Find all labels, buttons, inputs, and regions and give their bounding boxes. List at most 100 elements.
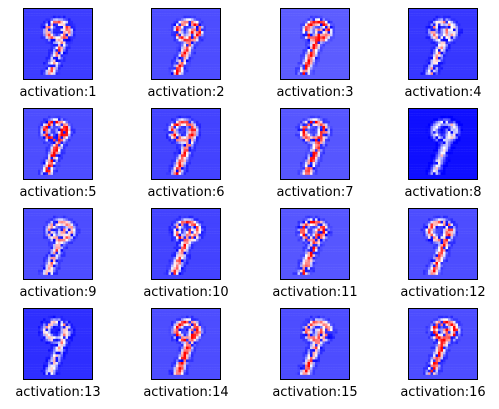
- heatmap-cell: [428, 28, 431, 32]
- heatmap-cell: [158, 26, 162, 29]
- heatmap-cell: [297, 23, 301, 27]
- heatmap-cell: [216, 133, 219, 137]
- heatmap-cell: [440, 13, 444, 16]
- heatmap-cell: [292, 33, 296, 37]
- heatmap-cell: [320, 15, 323, 19]
- heatmap-cell: [75, 133, 79, 137]
- heatmap-cell: [435, 59, 439, 63]
- heatmap-cell: [297, 59, 301, 63]
- heatmap-cell: [198, 133, 202, 137]
- heatmap-cell: [325, 54, 328, 58]
- heatmap-cell: [30, 38, 34, 42]
- heatmap-cell: [28, 174, 31, 178]
- activation-heatmap: [280, 108, 350, 180]
- heatmap-cell: [158, 51, 162, 55]
- heatmap-cell: [45, 54, 49, 58]
- heatmap-cell: [188, 115, 192, 119]
- heatmap-cell: [332, 8, 336, 11]
- heatmap-cell: [335, 62, 338, 65]
- heatmap-cell: [292, 38, 296, 42]
- heatmap-cell: [330, 123, 333, 127]
- heatmap-cell: [300, 115, 303, 119]
- heatmap-cell: [216, 149, 219, 152]
- heatmap-cell: [282, 67, 286, 70]
- heatmap-cell: [33, 110, 36, 114]
- heatmap-cell: [63, 64, 66, 68]
- heatmap-cell: [83, 33, 86, 37]
- heatmap-cell: [287, 115, 291, 119]
- heatmap-cell: [40, 49, 44, 52]
- heatmap-cell: [171, 156, 174, 160]
- heatmap-cell: [317, 59, 321, 63]
- heatmap-cell: [332, 56, 336, 60]
- heatmap-cell: [45, 110, 49, 114]
- heatmap-cell: [300, 8, 303, 11]
- heatmap-cell: [168, 169, 172, 173]
- heatmap-cell: [63, 56, 66, 60]
- heatmap-cell: [310, 18, 313, 22]
- heatmap-cell: [312, 18, 316, 22]
- heatmap-cell: [453, 51, 456, 55]
- heatmap-cell: [193, 62, 197, 65]
- heatmap-cell: [70, 31, 74, 34]
- heatmap-cell: [198, 46, 202, 50]
- heatmap-cell: [80, 167, 84, 170]
- heatmap-cell: [453, 49, 456, 52]
- axes-frame: [151, 8, 221, 80]
- heatmap-cell: [310, 15, 313, 19]
- heatmap-cell: [153, 62, 157, 65]
- heatmap-cell: [70, 126, 74, 129]
- heatmap-cell: [45, 123, 49, 127]
- heatmap-cell: [211, 38, 214, 42]
- heatmap-cell: [58, 23, 61, 27]
- heatmap-cell: [325, 64, 328, 68]
- heatmap-cell: [50, 44, 54, 47]
- heatmap-cell: [191, 13, 194, 16]
- heatmap-cell: [292, 18, 296, 22]
- heatmap-cell: [196, 69, 199, 73]
- heatmap-cell: [191, 10, 194, 14]
- heatmap-cell: [305, 26, 308, 29]
- heatmap-cell: [166, 74, 169, 78]
- heatmap-cell: [453, 15, 456, 19]
- heatmap-cell: [302, 126, 306, 129]
- heatmap-cell: [285, 62, 288, 65]
- heatmap-cell: [173, 144, 177, 147]
- heatmap-cell: [198, 123, 202, 127]
- heatmap-cell: [468, 77, 471, 80]
- heatmap-cell: [408, 74, 411, 78]
- heatmap-cell: [428, 69, 431, 73]
- heatmap-cell: [25, 174, 29, 178]
- heatmap-cell: [450, 64, 454, 68]
- heatmap-cell: [28, 146, 31, 150]
- heatmap-cell: [433, 18, 436, 22]
- heatmap-cell: [295, 59, 298, 63]
- heatmap-cell: [280, 67, 283, 70]
- heatmap-cell: [322, 113, 326, 116]
- heatmap-cell: [206, 10, 209, 14]
- heatmap-cell: [28, 20, 31, 24]
- heatmap-cell: [300, 10, 303, 14]
- heatmap-cell: [458, 31, 461, 34]
- heatmap-cell: [45, 164, 49, 168]
- heatmap-cell: [73, 136, 76, 140]
- heatmap-cell: [90, 131, 93, 134]
- heatmap-cell: [305, 77, 308, 80]
- heatmap-cell: [300, 49, 303, 52]
- heatmap-cell: [183, 136, 187, 140]
- heatmap-cell: [325, 69, 328, 73]
- heatmap-cell: [35, 23, 39, 27]
- heatmap-cell: [345, 10, 348, 14]
- heatmap-cell: [65, 51, 69, 55]
- heatmap-cell: [458, 15, 461, 19]
- heatmap-cell: [65, 177, 69, 180]
- heatmap-cell: [297, 131, 301, 134]
- heatmap-cell: [435, 28, 439, 32]
- heatmap-cell: [415, 26, 419, 29]
- heatmap-cell: [43, 156, 46, 160]
- heatmap-cell: [178, 28, 182, 32]
- heatmap-cell: [166, 172, 169, 176]
- heatmap-cell: [285, 123, 288, 127]
- heatmap-cell: [171, 146, 174, 150]
- heatmap-cell: [440, 15, 444, 19]
